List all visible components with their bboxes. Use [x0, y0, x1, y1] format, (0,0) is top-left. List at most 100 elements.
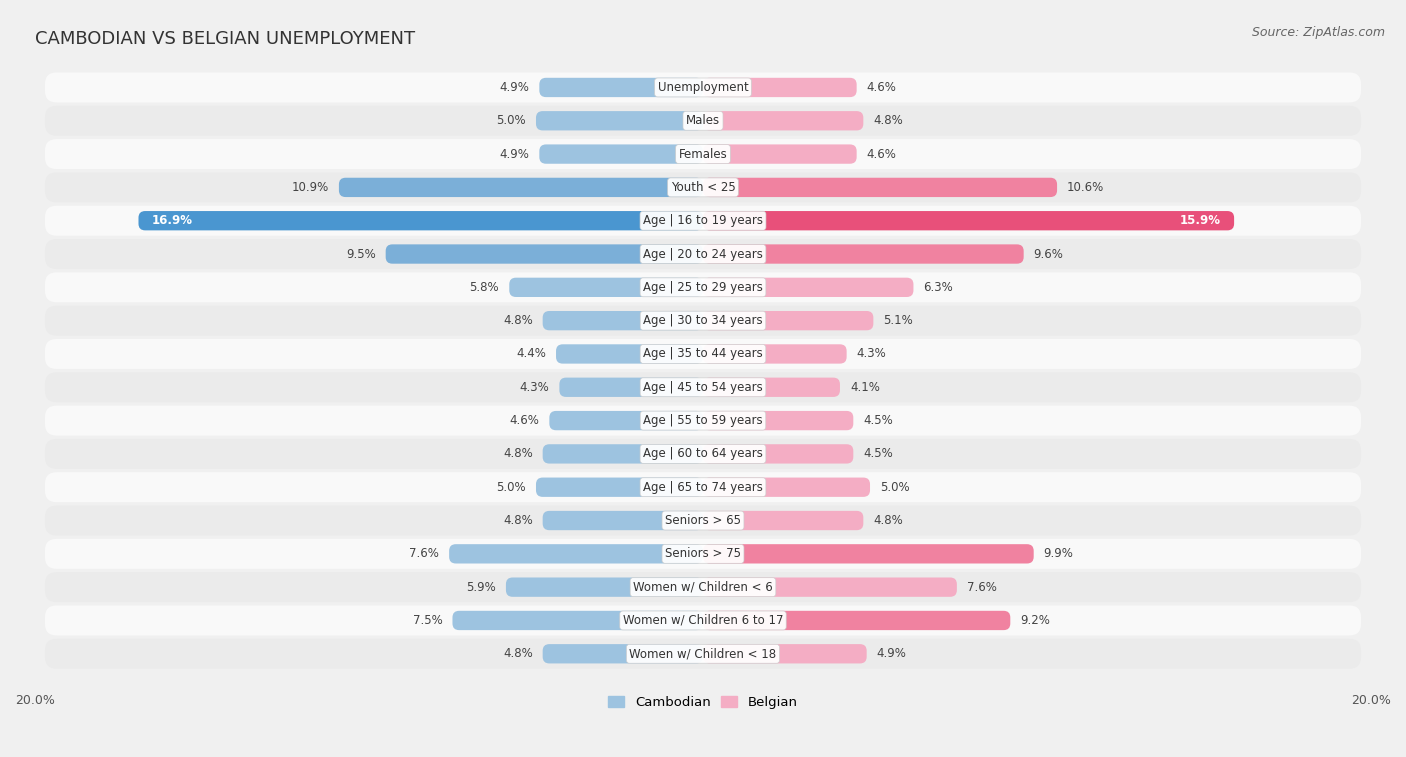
- Text: Source: ZipAtlas.com: Source: ZipAtlas.com: [1251, 26, 1385, 39]
- Text: Age | 60 to 64 years: Age | 60 to 64 years: [643, 447, 763, 460]
- Text: Age | 55 to 59 years: Age | 55 to 59 years: [643, 414, 763, 427]
- Text: 9.9%: 9.9%: [1043, 547, 1074, 560]
- Text: 4.8%: 4.8%: [873, 514, 903, 527]
- Text: Women w/ Children < 6: Women w/ Children < 6: [633, 581, 773, 593]
- Text: 4.8%: 4.8%: [503, 314, 533, 327]
- FancyBboxPatch shape: [543, 644, 703, 663]
- FancyBboxPatch shape: [703, 344, 846, 363]
- FancyBboxPatch shape: [536, 478, 703, 497]
- FancyBboxPatch shape: [703, 111, 863, 130]
- FancyBboxPatch shape: [703, 544, 1033, 563]
- FancyBboxPatch shape: [543, 444, 703, 463]
- FancyBboxPatch shape: [45, 406, 1361, 435]
- FancyBboxPatch shape: [45, 239, 1361, 269]
- Text: 16.9%: 16.9%: [152, 214, 193, 227]
- FancyBboxPatch shape: [45, 506, 1361, 535]
- Text: 4.8%: 4.8%: [873, 114, 903, 127]
- Text: 7.5%: 7.5%: [413, 614, 443, 627]
- FancyBboxPatch shape: [45, 339, 1361, 369]
- FancyBboxPatch shape: [703, 311, 873, 330]
- FancyBboxPatch shape: [45, 273, 1361, 302]
- Text: Females: Females: [679, 148, 727, 160]
- Text: Age | 30 to 34 years: Age | 30 to 34 years: [643, 314, 763, 327]
- FancyBboxPatch shape: [45, 372, 1361, 402]
- Text: Age | 65 to 74 years: Age | 65 to 74 years: [643, 481, 763, 494]
- FancyBboxPatch shape: [45, 606, 1361, 635]
- Text: Age | 35 to 44 years: Age | 35 to 44 years: [643, 347, 763, 360]
- Text: Age | 25 to 29 years: Age | 25 to 29 years: [643, 281, 763, 294]
- Text: 5.0%: 5.0%: [496, 481, 526, 494]
- FancyBboxPatch shape: [703, 378, 839, 397]
- Text: Youth < 25: Youth < 25: [671, 181, 735, 194]
- Text: 4.6%: 4.6%: [866, 148, 897, 160]
- Text: 9.5%: 9.5%: [346, 248, 375, 260]
- FancyBboxPatch shape: [45, 439, 1361, 469]
- FancyBboxPatch shape: [45, 73, 1361, 102]
- Text: 4.9%: 4.9%: [499, 81, 529, 94]
- FancyBboxPatch shape: [703, 245, 1024, 263]
- Text: CAMBODIAN VS BELGIAN UNEMPLOYMENT: CAMBODIAN VS BELGIAN UNEMPLOYMENT: [35, 30, 415, 48]
- Text: 4.4%: 4.4%: [516, 347, 546, 360]
- FancyBboxPatch shape: [550, 411, 703, 430]
- Text: 4.8%: 4.8%: [503, 514, 533, 527]
- FancyBboxPatch shape: [703, 644, 866, 663]
- FancyBboxPatch shape: [45, 539, 1361, 569]
- FancyBboxPatch shape: [540, 78, 703, 97]
- FancyBboxPatch shape: [543, 511, 703, 530]
- Text: Males: Males: [686, 114, 720, 127]
- Text: 15.9%: 15.9%: [1180, 214, 1220, 227]
- FancyBboxPatch shape: [703, 178, 1057, 197]
- Text: 6.3%: 6.3%: [924, 281, 953, 294]
- Text: 10.9%: 10.9%: [291, 181, 329, 194]
- Text: 5.9%: 5.9%: [467, 581, 496, 593]
- Text: 4.9%: 4.9%: [499, 148, 529, 160]
- FancyBboxPatch shape: [339, 178, 703, 197]
- Text: 4.3%: 4.3%: [520, 381, 550, 394]
- Text: 7.6%: 7.6%: [409, 547, 439, 560]
- FancyBboxPatch shape: [385, 245, 703, 263]
- Text: 4.5%: 4.5%: [863, 414, 893, 427]
- FancyBboxPatch shape: [540, 145, 703, 164]
- FancyBboxPatch shape: [703, 578, 957, 597]
- Text: 10.6%: 10.6%: [1067, 181, 1104, 194]
- FancyBboxPatch shape: [703, 145, 856, 164]
- Text: 7.6%: 7.6%: [967, 581, 997, 593]
- FancyBboxPatch shape: [45, 106, 1361, 136]
- FancyBboxPatch shape: [703, 278, 914, 297]
- Text: 4.1%: 4.1%: [851, 381, 880, 394]
- Text: Age | 45 to 54 years: Age | 45 to 54 years: [643, 381, 763, 394]
- Text: 9.2%: 9.2%: [1021, 614, 1050, 627]
- Text: 4.6%: 4.6%: [866, 81, 897, 94]
- Text: Unemployment: Unemployment: [658, 81, 748, 94]
- FancyBboxPatch shape: [703, 611, 1011, 630]
- Text: Women w/ Children < 18: Women w/ Children < 18: [630, 647, 776, 660]
- FancyBboxPatch shape: [703, 511, 863, 530]
- FancyBboxPatch shape: [506, 578, 703, 597]
- Text: Seniors > 75: Seniors > 75: [665, 547, 741, 560]
- FancyBboxPatch shape: [555, 344, 703, 363]
- FancyBboxPatch shape: [138, 211, 703, 230]
- FancyBboxPatch shape: [45, 306, 1361, 335]
- FancyBboxPatch shape: [45, 206, 1361, 235]
- Text: 5.0%: 5.0%: [880, 481, 910, 494]
- FancyBboxPatch shape: [703, 411, 853, 430]
- FancyBboxPatch shape: [45, 173, 1361, 202]
- Legend: Cambodian, Belgian: Cambodian, Belgian: [603, 690, 803, 714]
- Text: Seniors > 65: Seniors > 65: [665, 514, 741, 527]
- FancyBboxPatch shape: [45, 139, 1361, 169]
- FancyBboxPatch shape: [703, 78, 856, 97]
- FancyBboxPatch shape: [45, 639, 1361, 668]
- FancyBboxPatch shape: [449, 544, 703, 563]
- Text: 9.6%: 9.6%: [1033, 248, 1063, 260]
- Text: 5.8%: 5.8%: [470, 281, 499, 294]
- Text: Age | 16 to 19 years: Age | 16 to 19 years: [643, 214, 763, 227]
- Text: 5.0%: 5.0%: [496, 114, 526, 127]
- Text: 4.6%: 4.6%: [509, 414, 540, 427]
- Text: 4.5%: 4.5%: [863, 447, 893, 460]
- Text: 4.8%: 4.8%: [503, 447, 533, 460]
- Text: Age | 20 to 24 years: Age | 20 to 24 years: [643, 248, 763, 260]
- FancyBboxPatch shape: [536, 111, 703, 130]
- FancyBboxPatch shape: [703, 478, 870, 497]
- Text: Women w/ Children 6 to 17: Women w/ Children 6 to 17: [623, 614, 783, 627]
- Text: 4.8%: 4.8%: [503, 647, 533, 660]
